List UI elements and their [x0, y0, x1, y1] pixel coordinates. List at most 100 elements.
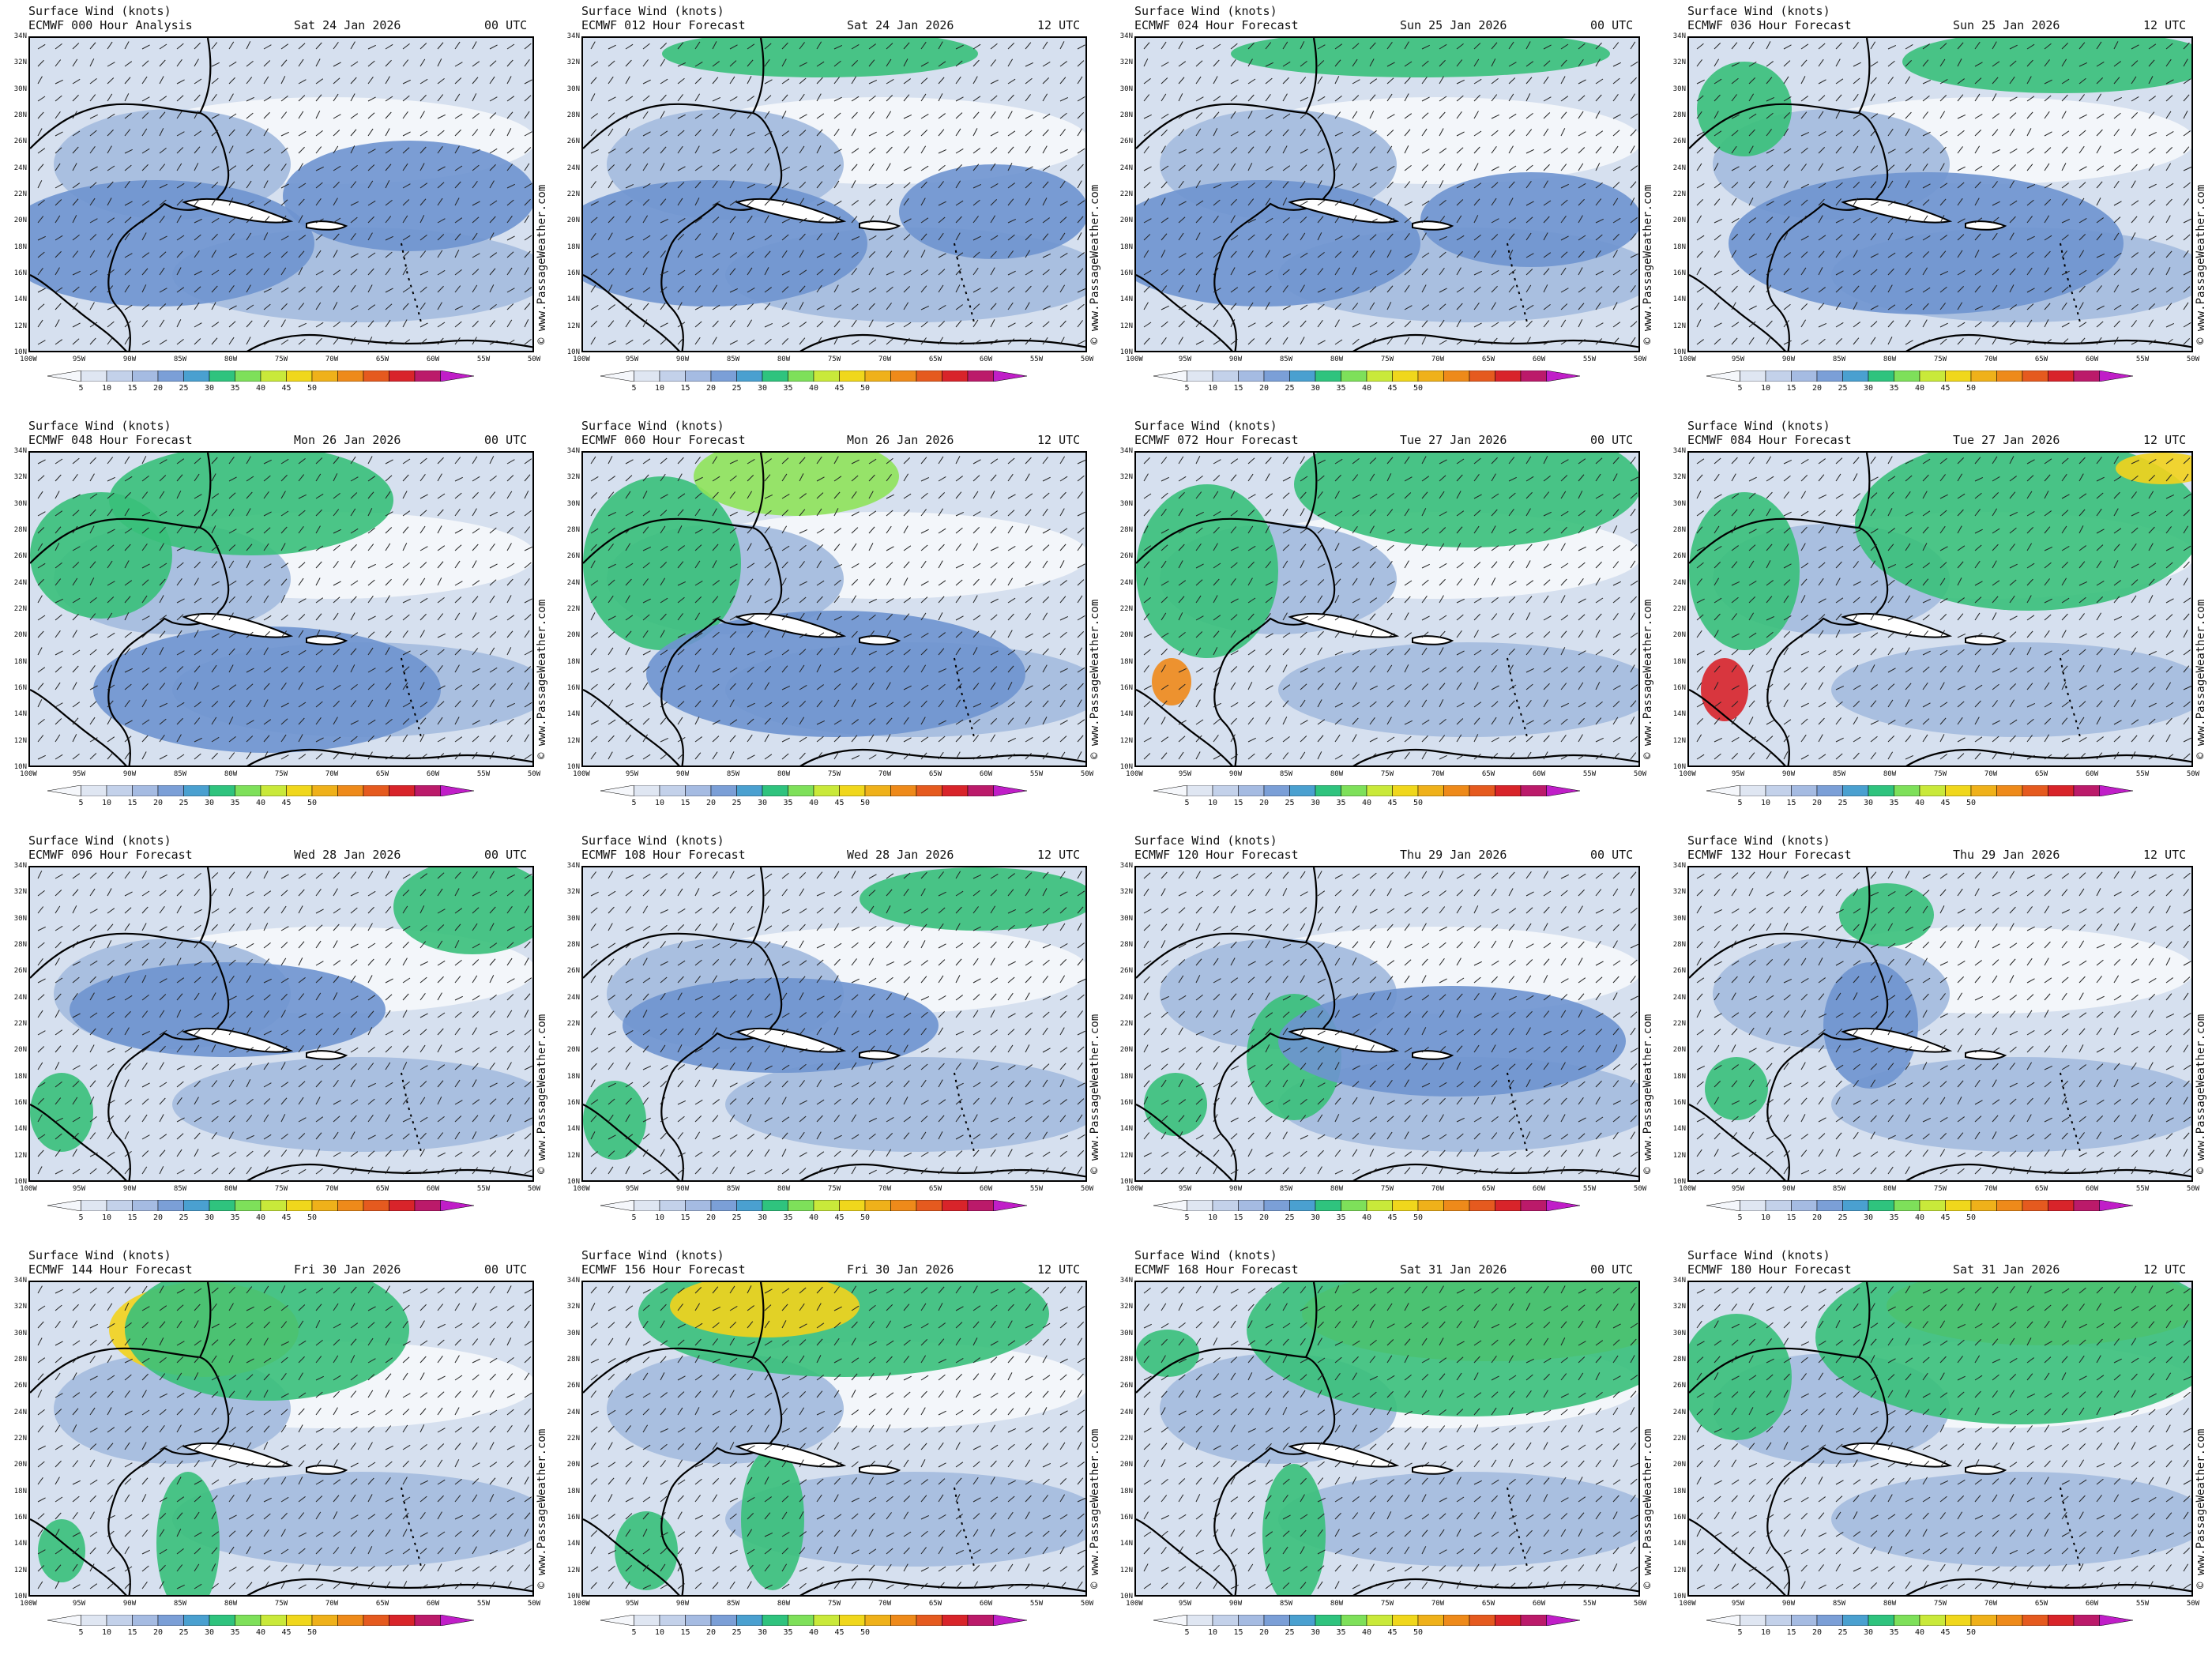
wind-barb: [833, 579, 841, 586]
wind-barb: [402, 474, 409, 482]
wind-barb: [1578, 303, 1585, 310]
wind-barb: [246, 232, 252, 241]
wind-barb: [799, 42, 805, 50]
wind-barb: [159, 43, 167, 50]
wind-barb: [1265, 62, 1273, 67]
wind-barb: [1317, 148, 1326, 154]
wind-barb: [402, 718, 410, 725]
panel-forecast-line: ECMWF 036 Hour Forecast Sun 25 Jan 2026 12…: [1687, 18, 2186, 32]
wind-barb: [419, 562, 427, 569]
wind-zone-fresh: [30, 492, 172, 619]
wind-barb: [729, 595, 735, 604]
wind-barb: [677, 302, 683, 310]
wind-barb: [437, 457, 444, 465]
wind-barb: [1595, 130, 1604, 137]
wind-barb: [280, 491, 286, 499]
lon-tick-label: 70W: [878, 770, 892, 778]
wind-barb: [2044, 267, 2049, 276]
wind-barb: [747, 43, 755, 50]
wind-barb: [246, 41, 251, 50]
wind-barb: [1766, 97, 1775, 102]
wind-barb: [729, 76, 735, 85]
wind-barb: [246, 337, 251, 345]
wind-barb: [419, 630, 425, 638]
wind-barb: [642, 147, 650, 154]
wind-barb: [72, 215, 77, 224]
wind-barb: [1560, 235, 1569, 241]
wind-zone-moderate: [646, 611, 1025, 737]
wind-barb: [159, 754, 167, 760]
wind-barb: [1077, 112, 1085, 119]
wind-barb: [1042, 113, 1051, 119]
wind-barb: [2113, 232, 2120, 241]
lat-tick-label: 30N: [13, 499, 27, 508]
wind-barb: [2096, 41, 2102, 50]
wind-barb: [2009, 216, 2016, 224]
wind-barb: [315, 717, 322, 725]
wind-barb: [489, 268, 496, 276]
wind-barb: [298, 598, 307, 604]
wind-barb: [816, 456, 822, 465]
colorbar-swatch: [2048, 784, 2075, 797]
wind-barb: [1818, 58, 1824, 67]
wind-barb: [799, 217, 807, 224]
wind-barb: [1543, 268, 1550, 276]
wind-barb: [107, 648, 114, 656]
wind-barb: [263, 44, 272, 50]
wind-barb: [333, 165, 341, 171]
wind-barb: [315, 78, 324, 85]
wind-barb: [1905, 76, 1911, 85]
wind-barb: [1077, 128, 1083, 137]
wind-barb: [1714, 43, 1721, 50]
wind-barb: [1161, 337, 1167, 345]
wind-barb: [402, 183, 411, 189]
wind-barb: [176, 163, 182, 171]
wind-barb: [1630, 77, 1637, 85]
wind-barb: [625, 199, 633, 206]
wind-barb: [677, 198, 683, 206]
wind-barb: [367, 735, 374, 743]
colorbar-swatch: [1366, 370, 1393, 382]
wind-barb: [1439, 164, 1446, 171]
wind-barb: [159, 562, 167, 569]
wind-barb: [176, 458, 185, 465]
wind-barb: [1731, 269, 1740, 276]
wind-barb: [1386, 62, 1395, 67]
forecast-hour-label: ECMWF 060 Hour Forecast: [581, 433, 746, 447]
lat-tick-label: 32N: [13, 58, 27, 67]
wind-barb: [2096, 181, 2103, 189]
wind-barb: [350, 321, 358, 328]
wind-barb: [2148, 303, 2156, 310]
wind-barb: [920, 269, 928, 276]
wind-barb: [625, 595, 630, 604]
wind-barb: [799, 77, 807, 85]
wind-barb: [489, 180, 495, 189]
wind-barb: [385, 667, 393, 673]
wind-barb: [1077, 252, 1085, 258]
lat-tick-label: 26N: [566, 552, 580, 561]
wind-barb: [1404, 41, 1409, 50]
wind-barb: [246, 216, 254, 224]
wind-barb: [72, 182, 81, 189]
wind-barb: [402, 59, 409, 67]
wind-barb: [729, 180, 735, 189]
wind-barb: [1042, 269, 1050, 276]
colorbar-swatch: [286, 784, 313, 797]
wind-map-svg: [30, 453, 532, 766]
colorbar: [47, 784, 475, 797]
wind-barb: [89, 269, 98, 276]
wind-barb: [194, 701, 201, 708]
wind-barb: [1939, 163, 1945, 171]
wind-barb: [55, 682, 61, 690]
wind-barb: [437, 717, 443, 725]
lat-tick-label: 10N: [13, 763, 27, 771]
wind-barb: [2009, 200, 2018, 206]
wind-barb: [642, 215, 649, 224]
wind-barb: [799, 473, 804, 482]
wind-barb: [1835, 286, 1843, 293]
wind-barb: [816, 596, 823, 604]
wind-barb: [89, 166, 98, 171]
wind-barb: [1282, 93, 1288, 102]
wind-barb: [1230, 338, 1238, 345]
wind-barb: [1007, 457, 1015, 465]
